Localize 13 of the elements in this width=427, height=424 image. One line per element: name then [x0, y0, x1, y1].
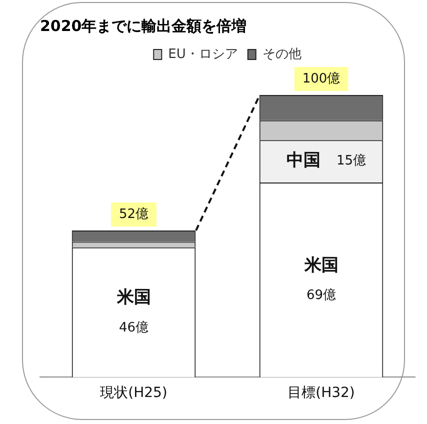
- x-tick-label: 現状(H25): [100, 385, 168, 402]
- total-label: 52億: [118, 206, 149, 222]
- series-label: 中国: [286, 150, 320, 171]
- data-label: 69億: [306, 288, 336, 304]
- legend-label: その他: [262, 46, 302, 62]
- series-label: 米国: [116, 288, 151, 308]
- text: 米国: [304, 255, 338, 276]
- data-label: 15億: [336, 154, 366, 169]
- legend-label: EU・ロシア: [168, 46, 238, 62]
- total-label: 100億: [302, 71, 340, 86]
- chart-title: 2020年までに輸出金額を倍増: [40, 16, 247, 35]
- data-label: 46億: [118, 320, 149, 336]
- x-tick-label: 目標(H32): [288, 385, 355, 402]
